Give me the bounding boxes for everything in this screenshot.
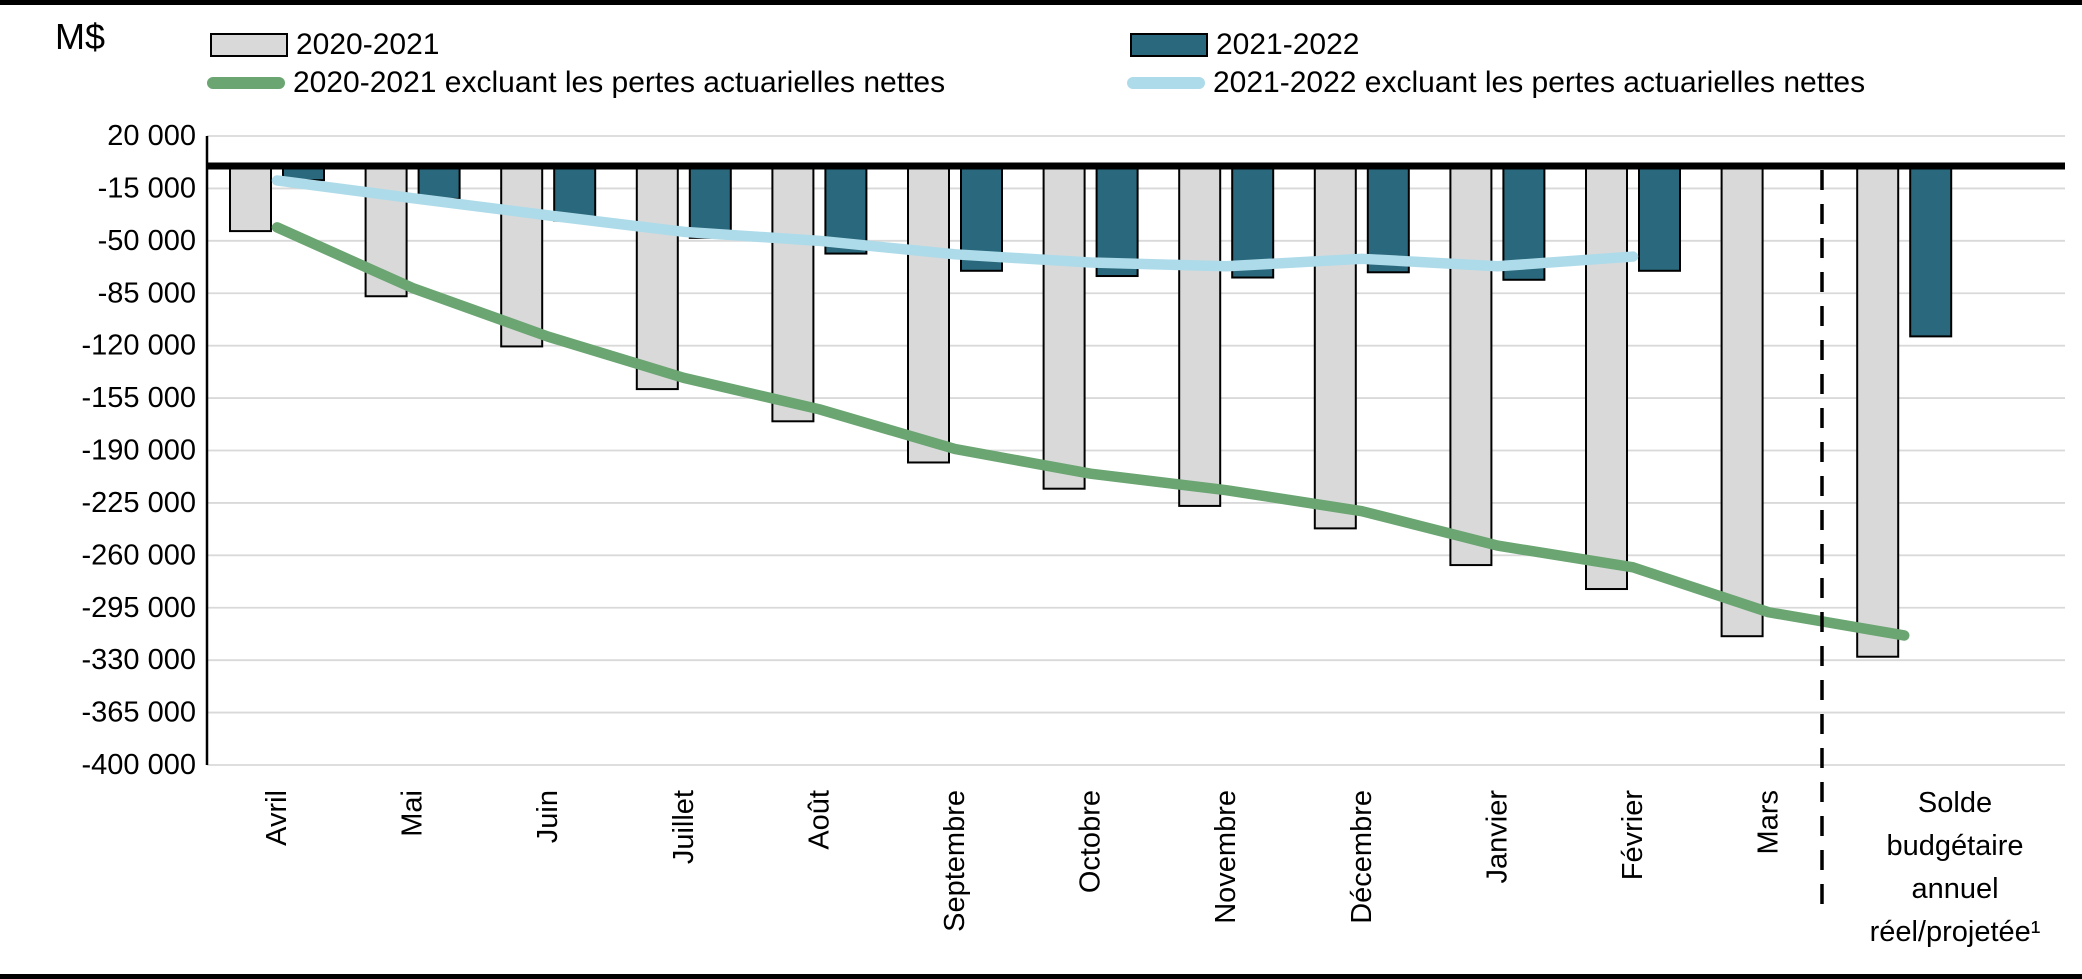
y-tick-label: -50 000 xyxy=(98,225,196,257)
x-tick-label: Septembre xyxy=(939,790,971,932)
legend-item-2021-2022: 2021-2022 xyxy=(1130,28,1359,62)
legend-swatch-2021-2022-bar xyxy=(1130,33,1208,57)
bar-2020-2021-Août xyxy=(771,164,815,423)
x-tick-label: Juillet xyxy=(668,790,700,864)
x-tick-label: Octobre xyxy=(1075,790,1107,893)
y-tick-label: 20 000 xyxy=(107,120,196,152)
legend-label-2021-2022-excl: 2021-2022 excluant les pertes actuariell… xyxy=(1213,66,1866,99)
x-tick-label-final: Solde budgétaire annuel réel/projetée¹ xyxy=(1870,787,2041,948)
legend-swatch-2020-2021-line xyxy=(207,77,285,89)
bar-2020-2021-Septembre xyxy=(907,164,950,464)
x-tick-label: Février xyxy=(1617,790,1649,881)
bar-2020-2021-Solde budgétaire annuel réel/projetée¹ xyxy=(1856,164,1900,658)
bar-2020-2021-Décembre xyxy=(1313,164,1357,530)
x-tick-label: Janvier xyxy=(1481,790,1513,884)
bar-2020-2021-Janvier xyxy=(1449,164,1493,567)
line-2020-2021-excluant-les-pertes-actuarielles-nettes xyxy=(271,222,1910,641)
bar-2020-2021-Février xyxy=(1585,164,1628,591)
x-tick-label: Avril xyxy=(261,790,293,846)
x-tick-label-final-line: réel/projetée¹ xyxy=(1870,916,2041,948)
bar-2021-2022-Juillet xyxy=(688,164,732,239)
y-tick-label: -120 000 xyxy=(82,330,197,362)
x-tick-label: Juin xyxy=(532,790,564,843)
x-tick-label: Novembre xyxy=(1210,790,1242,924)
y-tick-label: -190 000 xyxy=(82,435,197,467)
bar-2020-2021-Mars xyxy=(1720,164,1764,638)
y-tick-label: -295 000 xyxy=(82,592,197,624)
legend-swatch-2020-2021-bar xyxy=(210,33,288,57)
bar-2020-2021-Octobre xyxy=(1042,164,1086,490)
legend-item-2020-2021-excl: 2020-2021 excluant les pertes actuariell… xyxy=(207,66,945,100)
y-tick-label: -260 000 xyxy=(82,539,197,571)
x-tick-label: Mars xyxy=(1753,790,1785,854)
y-tick-label: -365 000 xyxy=(82,697,197,729)
y-tick-label: -225 000 xyxy=(82,487,197,519)
x-tick-label-final-line: annuel xyxy=(1911,873,1998,905)
bar-2021-2022-Solde budgétaire annuel réel/projetée¹ xyxy=(1909,164,1953,338)
bar-2020-2021-Juillet xyxy=(635,164,679,391)
page-top-border xyxy=(0,0,2082,5)
y-tick-label: -15 000 xyxy=(98,172,196,204)
x-tick-label: Décembre xyxy=(1346,790,1378,924)
bar-2020-2021-Novembre xyxy=(1178,164,1222,507)
x-tick-label: Mai xyxy=(397,790,429,837)
legend-swatch-2021-2022-line xyxy=(1127,77,1205,89)
legend-label-2020-2021: 2020-2021 xyxy=(296,28,440,61)
page-bottom-border xyxy=(0,974,2082,979)
y-tick-label: -330 000 xyxy=(82,644,197,676)
x-tick-label-final-line: Solde xyxy=(1918,787,1992,819)
line-2021-2022-excluant-les-pertes-actuarielles-nettes xyxy=(271,175,1639,272)
x-tick-label: Août xyxy=(803,790,835,850)
bar-2020-2021-Juin xyxy=(500,164,544,348)
y-tick-label: -155 000 xyxy=(82,382,197,414)
legend-label-2021-2022: 2021-2022 xyxy=(1216,28,1360,61)
legend-label-2020-2021-excl: 2020-2021 excluant les pertes actuariell… xyxy=(293,66,946,99)
bar-2020-2021-Avril xyxy=(229,164,272,233)
legend-item-2020-2021: 2020-2021 xyxy=(210,28,439,62)
x-tick-label-final-line: budgétaire xyxy=(1886,830,2023,862)
legend-item-2021-2022-excl: 2021-2022 excluant les pertes actuariell… xyxy=(1127,66,1865,100)
bar-2021-2022-Février xyxy=(1638,164,1681,272)
y-tick-label: -85 000 xyxy=(98,277,196,309)
y-axis-unit-label: M$ xyxy=(55,16,106,57)
bar-2021-2022-Mai xyxy=(417,164,461,200)
y-tick-label: -400 000 xyxy=(82,749,197,781)
